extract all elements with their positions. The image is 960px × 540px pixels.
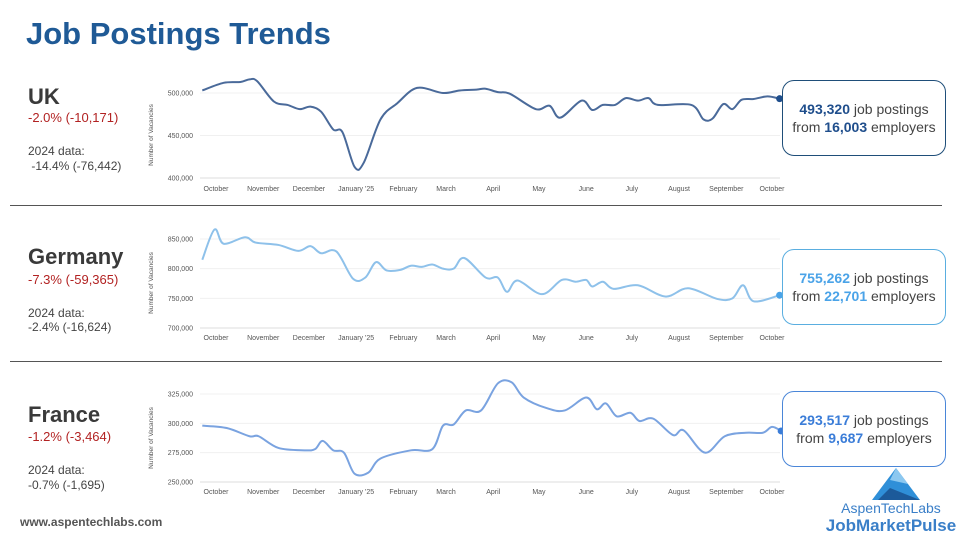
x-tick-label: May xyxy=(532,335,546,342)
x-tick-label: February xyxy=(389,489,418,496)
y-tick-label: 400,000 xyxy=(168,176,193,183)
postings-suffix: job postings xyxy=(850,101,929,117)
prev-label-france: 2024 data: xyxy=(28,463,85,477)
x-tick-label: November xyxy=(247,489,280,496)
x-tick-label: April xyxy=(486,489,500,496)
x-tick-label: August xyxy=(668,489,690,496)
employers-prefix: from xyxy=(792,288,825,304)
prev-label-germany: 2024 data: xyxy=(28,306,85,320)
y-tick-label: 500,000 xyxy=(168,91,193,98)
x-tick-label: April xyxy=(486,186,500,193)
divider xyxy=(10,361,942,362)
employers-suffix: employers xyxy=(867,119,936,135)
x-tick-label: June xyxy=(579,335,594,342)
summary-box-france: 293,517 job postings from 9,687 employer… xyxy=(782,391,946,467)
x-tick-label: February xyxy=(389,186,418,193)
prev-change-france: -0.7% (-1,695) xyxy=(28,478,105,492)
summary-box-germany: 755,262 job postings from 22,701 employe… xyxy=(782,249,946,325)
logo-company: AspenTechLabs xyxy=(841,500,941,516)
x-tick-label: March xyxy=(436,489,456,496)
country-name-france: France xyxy=(28,402,101,427)
x-tick-label: August xyxy=(668,186,690,193)
y-tick-label: 450,000 xyxy=(168,133,193,140)
series-line xyxy=(201,228,780,303)
postings-germany: 755,262 xyxy=(799,270,850,286)
y-tick-label: 750,000 xyxy=(168,296,193,303)
divider xyxy=(10,205,942,206)
x-tick-label: May xyxy=(532,186,546,193)
x-tick-label: December xyxy=(293,489,326,496)
employers-germany: 22,701 xyxy=(824,288,868,304)
x-tick-label: June xyxy=(579,186,594,193)
postings-suffix: job postings xyxy=(850,270,929,286)
x-tick-label: August xyxy=(668,335,690,342)
latest-point-marker xyxy=(776,291,784,299)
y-tick-label: 325,000 xyxy=(168,392,193,399)
x-tick-label: November xyxy=(247,186,280,193)
x-tick-label: July xyxy=(626,186,639,193)
employers-prefix: from xyxy=(792,119,825,135)
prev-change-germany: -2.4% (-16,624) xyxy=(28,320,112,334)
employers-france: 9,687 xyxy=(828,430,864,446)
change-france: -1.2% (-3,464) xyxy=(28,429,112,444)
y-tick-label: 800,000 xyxy=(168,266,193,273)
employers-uk: 16,003 xyxy=(824,119,868,135)
x-tick-label: December xyxy=(293,335,326,342)
x-tick-label: March xyxy=(436,335,456,342)
postings-france: 293,517 xyxy=(799,412,850,428)
y-axis-label: Number of Vacancies xyxy=(148,251,155,313)
x-tick-label: January '25 xyxy=(338,489,374,496)
page-title: Job Postings Trends xyxy=(26,16,331,51)
x-tick-label: October xyxy=(204,335,230,342)
x-tick-label: June xyxy=(579,489,594,496)
series-line xyxy=(201,77,780,171)
logo-mountain-icon xyxy=(872,468,920,500)
prev-change-uk: -14.4% (-76,442) xyxy=(28,159,122,173)
change-uk: -2.0% (-10,171) xyxy=(28,110,119,125)
x-tick-label: July xyxy=(626,489,639,496)
x-tick-label: September xyxy=(709,186,744,193)
employers-suffix: employers xyxy=(867,288,936,304)
country-name-germany: Germany xyxy=(28,244,124,269)
x-tick-label: January '25 xyxy=(338,186,374,193)
latest-point-marker xyxy=(776,95,784,103)
x-tick-label: March xyxy=(436,186,456,193)
prev-label-uk: 2024 data: xyxy=(28,144,85,158)
country-name-uk: UK xyxy=(28,84,60,109)
summary-box-uk: 493,320 job postings from 16,003 employe… xyxy=(782,80,946,156)
series-line xyxy=(202,379,782,477)
x-tick-label: September xyxy=(709,489,744,496)
y-tick-label: 700,000 xyxy=(168,326,193,333)
x-tick-label: February xyxy=(389,335,418,342)
postings-suffix: job postings xyxy=(850,412,929,428)
logo-product: JobMarketPulse xyxy=(825,516,957,535)
y-tick-label: 275,000 xyxy=(168,450,193,457)
x-tick-label: January '25 xyxy=(338,335,374,342)
change-germany: -7.3% (-59,365) xyxy=(28,272,119,287)
x-tick-label: October xyxy=(760,186,786,193)
y-tick-label: 250,000 xyxy=(168,480,193,487)
x-tick-label: September xyxy=(709,335,744,342)
y-tick-label: 300,000 xyxy=(168,421,193,428)
website-url: www.aspentechlabs.com xyxy=(20,515,163,529)
employers-prefix: from xyxy=(796,430,829,446)
x-tick-label: May xyxy=(532,489,546,496)
employers-suffix: employers xyxy=(863,430,932,446)
x-tick-label: October xyxy=(760,489,786,496)
postings-uk: 493,320 xyxy=(799,101,850,117)
x-tick-label: October xyxy=(204,489,230,496)
x-tick-label: October xyxy=(760,335,786,342)
x-tick-label: July xyxy=(626,335,639,342)
x-tick-label: October xyxy=(204,186,230,193)
x-tick-label: April xyxy=(486,335,500,342)
y-axis-label: Number of Vacancies xyxy=(148,103,155,165)
y-axis-label: Number of Vacancies xyxy=(148,406,155,468)
x-tick-label: November xyxy=(247,335,280,342)
y-tick-label: 850,000 xyxy=(168,237,193,244)
x-tick-label: December xyxy=(293,186,326,193)
